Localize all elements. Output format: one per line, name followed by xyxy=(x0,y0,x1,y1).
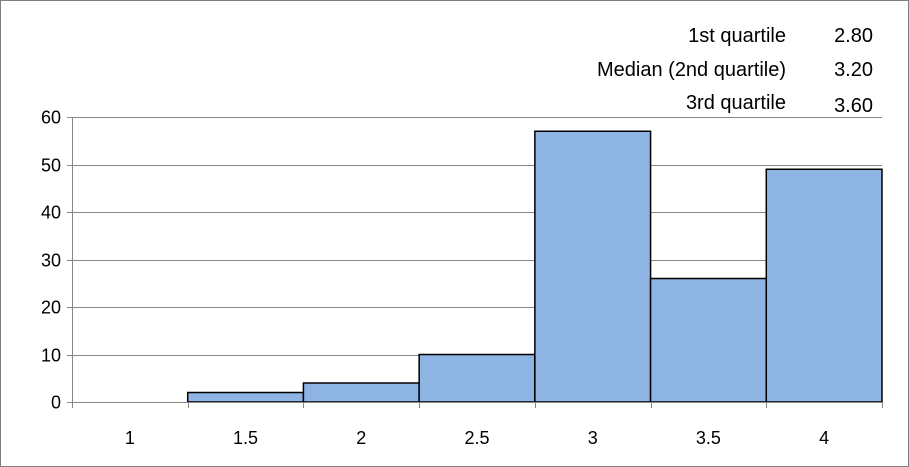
x-tick-label: 1.5 xyxy=(233,428,258,448)
y-tick-label: 60 xyxy=(41,108,61,128)
x-tick-label: 2 xyxy=(356,428,366,448)
stat-label-q1: 1st quartile xyxy=(688,25,786,47)
bar-3.5 xyxy=(649,277,768,403)
y-tick-label: 30 xyxy=(41,251,61,271)
bar-3 xyxy=(534,130,652,403)
bar-2.5 xyxy=(418,353,536,403)
axes xyxy=(67,117,883,408)
y-tick-label: 0 xyxy=(51,393,61,413)
x-tick-label: 1 xyxy=(125,428,135,448)
x-tick-label: 3.5 xyxy=(696,428,721,448)
tick-labels: 0 10 20 30 40 50 60 1 1.5 2 2.5 3 3.5 4 xyxy=(41,108,829,449)
stat-value-q1: 2.80 xyxy=(834,25,873,47)
y-tick-label: 20 xyxy=(41,298,61,318)
x-tick-label: 4 xyxy=(819,428,829,448)
stat-label-median: Median (2nd quartile) xyxy=(597,59,786,81)
stat-value-median: 3.20 xyxy=(834,59,873,81)
y-tick-label: 10 xyxy=(41,346,61,366)
y-tick-label: 40 xyxy=(41,203,61,223)
quartile-stats: 1st quartile 2.80 Median (2nd quartile) … xyxy=(597,25,873,117)
bar-2 xyxy=(302,382,420,403)
x-tick-label: 2.5 xyxy=(464,428,489,448)
bars xyxy=(186,130,883,403)
y-tick-label: 50 xyxy=(41,156,61,176)
stat-value-q3: 3.60 xyxy=(834,95,873,117)
bar-1.5 xyxy=(186,391,305,403)
x-tick-label: 3 xyxy=(588,428,598,448)
bar-4 xyxy=(765,168,883,403)
stat-label-q3: 3rd quartile xyxy=(686,92,786,114)
